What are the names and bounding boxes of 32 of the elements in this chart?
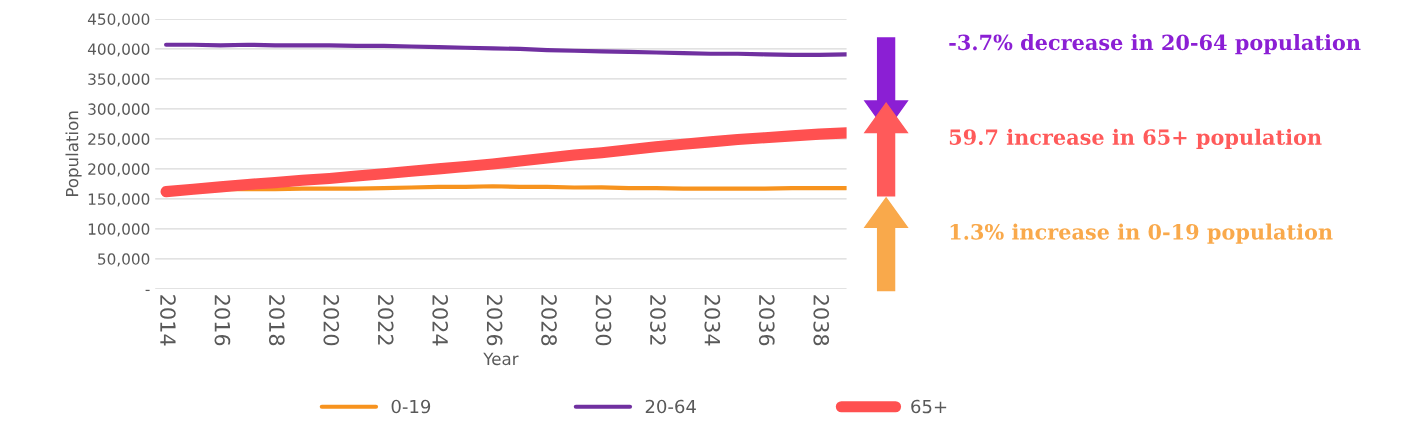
x-tick-label: 2022 [377,295,394,345]
x-tick-label: 2024 [432,295,449,346]
x-tick-label: 2026 [486,295,503,346]
x-tick-label: 2018 [268,295,285,346]
legend-label: 0-19 [391,399,431,414]
y-tick-label: 100,000 [88,223,150,237]
x-tick-label: 2016 [214,295,231,346]
x-tick-label: 2014 [160,295,176,346]
y-tick-label: 450,000 [87,13,150,27]
x-axis-title: Year [483,352,519,366]
line-series [164,42,847,58]
y-axis-title: Population [65,111,82,197]
y-tick-label: 350,000 [88,73,150,87]
x-tick-label: 2036 [758,295,775,346]
x-tick-label: 2038 [813,295,830,346]
legend-label: 65+ [911,399,947,414]
y-tick-label: 150,000 [88,193,150,207]
text: -3.7% decrease in 20-64 population [949,34,1361,55]
y-tick-label: 250,000 [88,133,150,147]
y-tick-label: 50,000 [98,253,150,267]
y-tick-label: 400,000 [87,43,150,57]
x-tick-label: 2028 [541,295,557,346]
x-tick-label: 2034 [704,295,721,346]
x-tick-label: 2032 [650,295,666,345]
y-tick-label: - [145,289,150,292]
text: 1.3% increase in 0-19 population [950,223,1333,244]
y-tick-label: 300,000 [88,103,150,117]
x-tick-label: 2030 [595,295,612,346]
y-tick-label: 200,000 [88,163,150,177]
text: 59.7 increase in 65+ population [949,128,1322,150]
x-tick-label: 2020 [323,295,340,346]
legend-label: 20-64 [645,399,696,414]
